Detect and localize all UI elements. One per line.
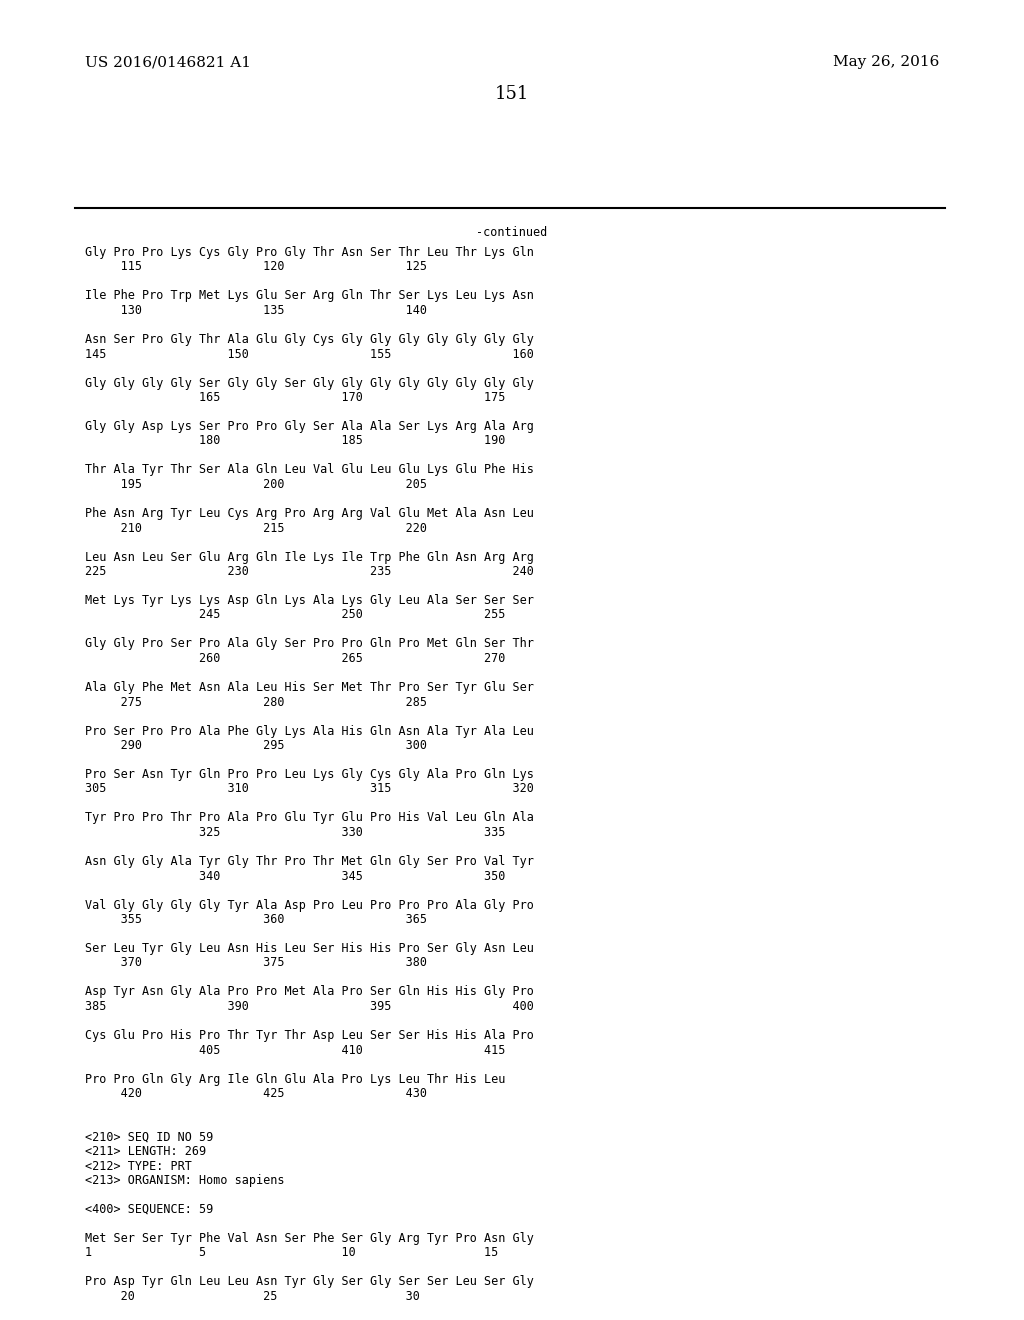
Text: Asp Tyr Asn Gly Ala Pro Pro Met Ala Pro Ser Gln His His Gly Pro: Asp Tyr Asn Gly Ala Pro Pro Met Ala Pro … (85, 986, 534, 998)
Text: Met Lys Tyr Lys Lys Asp Gln Lys Ala Lys Gly Leu Ala Ser Ser Ser: Met Lys Tyr Lys Lys Asp Gln Lys Ala Lys … (85, 594, 534, 607)
Text: <211> LENGTH: 269: <211> LENGTH: 269 (85, 1144, 206, 1158)
Text: 20                  25                  30: 20 25 30 (85, 1290, 420, 1303)
Text: <210> SEQ ID NO 59: <210> SEQ ID NO 59 (85, 1130, 213, 1143)
Text: 151: 151 (495, 84, 529, 103)
Text: Tyr Pro Pro Thr Pro Ala Pro Glu Tyr Glu Pro His Val Leu Gln Ala: Tyr Pro Pro Thr Pro Ala Pro Glu Tyr Glu … (85, 812, 534, 825)
Text: <212> TYPE: PRT: <212> TYPE: PRT (85, 1159, 191, 1172)
Text: 370                 375                 380: 370 375 380 (85, 957, 427, 969)
Text: 260                 265                 270: 260 265 270 (85, 652, 506, 665)
Text: 305                 310                 315                 320: 305 310 315 320 (85, 783, 534, 796)
Text: 385                 390                 395                 400: 385 390 395 400 (85, 1001, 534, 1012)
Text: <213> ORGANISM: Homo sapiens: <213> ORGANISM: Homo sapiens (85, 1173, 285, 1187)
Text: 275                 280                 285: 275 280 285 (85, 696, 427, 709)
Text: Ile Phe Pro Trp Met Lys Glu Ser Arg Gln Thr Ser Lys Leu Lys Asn: Ile Phe Pro Trp Met Lys Glu Ser Arg Gln … (85, 289, 534, 302)
Text: 180                 185                 190: 180 185 190 (85, 434, 506, 447)
Text: Met Ser Ser Tyr Phe Val Asn Ser Phe Ser Gly Arg Tyr Pro Asn Gly: Met Ser Ser Tyr Phe Val Asn Ser Phe Ser … (85, 1232, 534, 1245)
Text: Leu Asn Leu Ser Glu Arg Gln Ile Lys Ile Trp Phe Gln Asn Arg Arg: Leu Asn Leu Ser Glu Arg Gln Ile Lys Ile … (85, 550, 534, 564)
Text: 325                 330                 335: 325 330 335 (85, 826, 506, 840)
Text: Val Gly Gly Gly Gly Tyr Ala Asp Pro Leu Pro Pro Pro Ala Gly Pro: Val Gly Gly Gly Gly Tyr Ala Asp Pro Leu … (85, 899, 534, 912)
Text: Asn Ser Pro Gly Thr Ala Glu Gly Cys Gly Gly Gly Gly Gly Gly Gly: Asn Ser Pro Gly Thr Ala Glu Gly Cys Gly … (85, 333, 534, 346)
Text: Pro Pro Gln Gly Arg Ile Gln Glu Ala Pro Lys Leu Thr His Leu: Pro Pro Gln Gly Arg Ile Gln Glu Ala Pro … (85, 1072, 506, 1085)
Text: May 26, 2016: May 26, 2016 (833, 55, 939, 69)
Text: 225                 230                 235                 240: 225 230 235 240 (85, 565, 534, 578)
Text: 290                 295                 300: 290 295 300 (85, 739, 427, 752)
Text: Ser Leu Tyr Gly Leu Asn His Leu Ser His His Pro Ser Gly Asn Leu: Ser Leu Tyr Gly Leu Asn His Leu Ser His … (85, 942, 534, 954)
Text: Asn Gly Gly Ala Tyr Gly Thr Pro Thr Met Gln Gly Ser Pro Val Tyr: Asn Gly Gly Ala Tyr Gly Thr Pro Thr Met … (85, 855, 534, 869)
Text: 145                 150                 155                 160: 145 150 155 160 (85, 347, 534, 360)
Text: Cys Glu Pro His Pro Thr Tyr Thr Asp Leu Ser Ser His His Ala Pro: Cys Glu Pro His Pro Thr Tyr Thr Asp Leu … (85, 1030, 534, 1041)
Text: Gly Pro Pro Lys Cys Gly Pro Gly Thr Asn Ser Thr Leu Thr Lys Gln: Gly Pro Pro Lys Cys Gly Pro Gly Thr Asn … (85, 246, 534, 259)
Text: 340                 345                 350: 340 345 350 (85, 870, 506, 883)
Text: <400> SEQUENCE: 59: <400> SEQUENCE: 59 (85, 1203, 213, 1216)
Text: -continued: -continued (476, 226, 548, 239)
Text: 245                 250                 255: 245 250 255 (85, 609, 506, 622)
Text: Gly Gly Asp Lys Ser Pro Pro Gly Ser Ala Ala Ser Lys Arg Ala Arg: Gly Gly Asp Lys Ser Pro Pro Gly Ser Ala … (85, 420, 534, 433)
Text: Thr Ala Tyr Thr Ser Ala Gln Leu Val Glu Leu Glu Lys Glu Phe His: Thr Ala Tyr Thr Ser Ala Gln Leu Val Glu … (85, 463, 534, 477)
Text: Pro Asp Tyr Gln Leu Leu Asn Tyr Gly Ser Gly Ser Ser Leu Ser Gly: Pro Asp Tyr Gln Leu Leu Asn Tyr Gly Ser … (85, 1275, 534, 1288)
Text: 405                 410                 415: 405 410 415 (85, 1044, 506, 1056)
Text: Pro Ser Asn Tyr Gln Pro Pro Leu Lys Gly Cys Gly Ala Pro Gln Lys: Pro Ser Asn Tyr Gln Pro Pro Leu Lys Gly … (85, 768, 534, 781)
Text: 115                 120                 125: 115 120 125 (85, 260, 427, 273)
Text: 165                 170                 175: 165 170 175 (85, 391, 506, 404)
Text: Phe Asn Arg Tyr Leu Cys Arg Pro Arg Arg Val Glu Met Ala Asn Leu: Phe Asn Arg Tyr Leu Cys Arg Pro Arg Arg … (85, 507, 534, 520)
Text: Pro Ser Pro Pro Ala Phe Gly Lys Ala His Gln Asn Ala Tyr Ala Leu: Pro Ser Pro Pro Ala Phe Gly Lys Ala His … (85, 725, 534, 738)
Text: 195                 200                 205: 195 200 205 (85, 478, 427, 491)
Text: Gly Gly Pro Ser Pro Ala Gly Ser Pro Pro Gln Pro Met Gln Ser Thr: Gly Gly Pro Ser Pro Ala Gly Ser Pro Pro … (85, 638, 534, 651)
Text: 210                 215                 220: 210 215 220 (85, 521, 427, 535)
Text: Ala Gly Phe Met Asn Ala Leu His Ser Met Thr Pro Ser Tyr Glu Ser: Ala Gly Phe Met Asn Ala Leu His Ser Met … (85, 681, 534, 694)
Text: 1               5                   10                  15: 1 5 10 15 (85, 1246, 499, 1259)
Text: 355                 360                 365: 355 360 365 (85, 913, 427, 927)
Text: US 2016/0146821 A1: US 2016/0146821 A1 (85, 55, 251, 69)
Text: 420                 425                 430: 420 425 430 (85, 1086, 427, 1100)
Text: Gly Gly Gly Gly Ser Gly Gly Ser Gly Gly Gly Gly Gly Gly Gly Gly: Gly Gly Gly Gly Ser Gly Gly Ser Gly Gly … (85, 376, 534, 389)
Text: 130                 135                 140: 130 135 140 (85, 304, 427, 317)
